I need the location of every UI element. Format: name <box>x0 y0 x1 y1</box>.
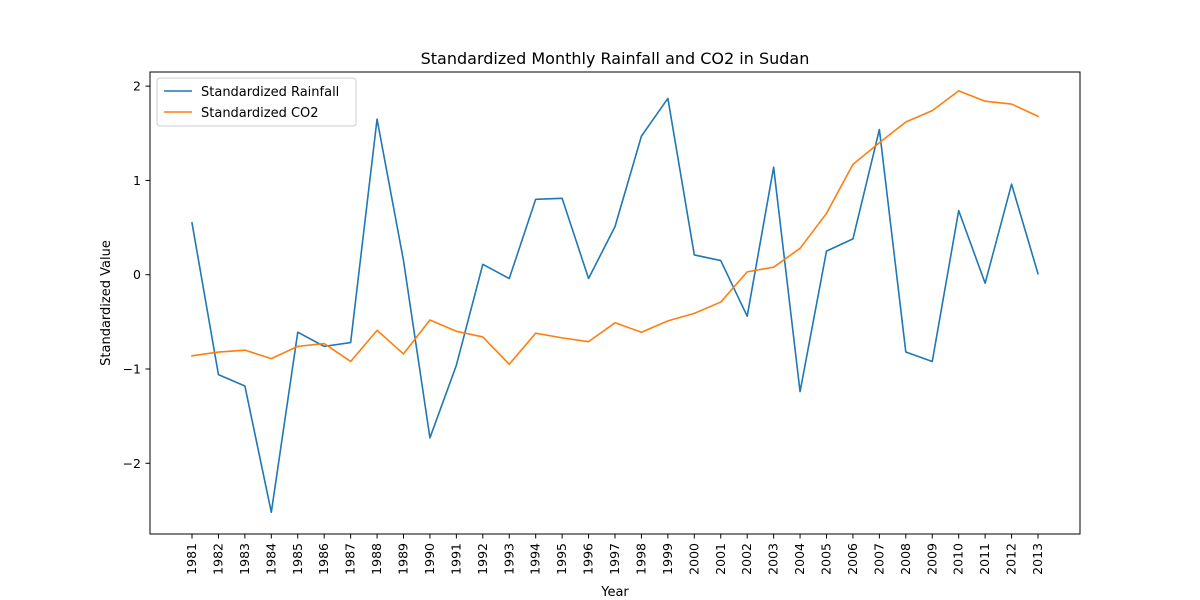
x-tick-label: 2008 <box>898 543 913 575</box>
x-tick-label: 1983 <box>237 543 252 575</box>
x-tick-label: 1999 <box>660 543 675 575</box>
x-tick-label: 2002 <box>739 543 754 575</box>
chart-title: Standardized Monthly Rainfall and CO2 in… <box>421 49 810 68</box>
x-tick-label: 1993 <box>501 543 516 575</box>
y-tick-label: −2 <box>123 456 141 471</box>
x-tick-label: 1986 <box>316 543 331 575</box>
x-tick-label: 1995 <box>554 543 569 575</box>
x-tick-label: 2007 <box>871 543 886 575</box>
series-line-co2 <box>191 90 1040 366</box>
y-tick-label: 2 <box>133 79 141 94</box>
x-tick-label: 1991 <box>448 543 463 575</box>
legend-label-rainfall: Standardized Rainfall <box>201 85 339 100</box>
x-tick-label: 2006 <box>845 543 860 575</box>
y-tick-label: −1 <box>123 362 141 377</box>
x-tick-label: 2005 <box>819 543 834 575</box>
legend: Standardized Rainfall Standardized CO2 <box>156 77 357 127</box>
x-tick-label: 1997 <box>607 543 622 575</box>
x-tick-label: 2012 <box>1004 543 1019 575</box>
x-tick-label: 2010 <box>951 543 966 575</box>
x-tick-label: 2011 <box>977 543 992 575</box>
x-tick-label: 2003 <box>766 543 781 575</box>
x-tick-label: 2001 <box>713 543 728 575</box>
y-tick-label: 0 <box>133 267 141 282</box>
legend-label-co2: Standardized CO2 <box>201 106 319 121</box>
x-tick-label: 2009 <box>924 543 939 575</box>
series-line-rainfall <box>191 97 1039 514</box>
y-tick-label: 1 <box>133 173 141 188</box>
y-axis-label: Standardized Value <box>99 240 114 366</box>
x-tick-label: 1989 <box>396 543 411 575</box>
x-axis: 1981 1982 1983 1984 1985 1986 1987 1988 1989 1990… <box>184 534 1045 575</box>
legend-box <box>156 77 357 127</box>
x-tick-label: 1994 <box>528 543 543 575</box>
x-tick-label: 2004 <box>792 543 807 575</box>
x-tick-label: 1990 <box>422 543 437 575</box>
x-tick-label: 1988 <box>369 543 384 575</box>
x-tick-label: 1985 <box>290 543 305 575</box>
x-tick-label: 1981 <box>184 543 199 575</box>
plot-area <box>191 90 1040 514</box>
x-tick-label: 1984 <box>263 543 278 575</box>
x-tick-label: 1998 <box>633 543 648 575</box>
x-tick-label: 2013 <box>1030 543 1045 575</box>
y-axis: −2 −1 0 1 2 <box>123 79 150 471</box>
x-tick-label: 1987 <box>343 543 358 575</box>
x-tick-label: 2000 <box>686 543 701 575</box>
x-tick-label: 1996 <box>581 543 596 575</box>
x-tick-label: 1982 <box>210 543 225 575</box>
x-axis-label: Year <box>600 585 629 600</box>
x-tick-label: 1992 <box>475 543 490 575</box>
plot-frame <box>149 71 1081 535</box>
